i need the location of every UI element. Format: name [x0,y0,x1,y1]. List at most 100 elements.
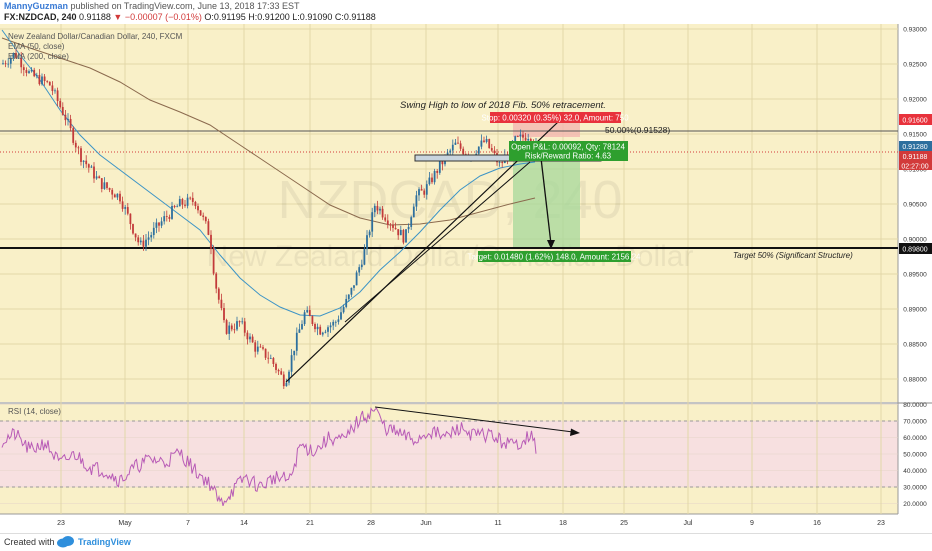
candle-body [176,206,179,208]
candle-body [272,358,275,364]
candle-body [100,178,103,189]
ema200-legend[interactable]: EMA (200, close) [8,52,69,61]
price-tick: 0.88500 [903,342,927,349]
candle-body [238,321,241,323]
trendline-secondary[interactable] [344,161,531,323]
candle-body [134,233,137,238]
target-badge [899,243,932,254]
candle-body [308,310,311,317]
candle-body [311,316,314,324]
candle-body [514,136,517,142]
candle-body [90,166,93,168]
publisher-line: MannyGuzman published on TradingView.com… [4,1,300,11]
candle-body [298,329,301,333]
candle-body [165,216,168,217]
candle-body [262,347,264,349]
symbol-label[interactable]: FX:NZDCAD, 240 [4,12,77,22]
candle-body [121,201,124,209]
candle-body [74,142,77,148]
pnl-box[interactable] [509,141,628,161]
tradingview-brand[interactable]: TradingView [78,537,131,547]
candle-body [462,148,465,155]
candle-body [394,227,397,230]
candle-body [126,207,129,214]
candle-body [191,197,194,202]
candle-body [379,208,381,211]
candle-body [217,288,220,300]
candle-body [69,118,72,129]
target-note[interactable]: Target 50% (Significant Structure) [733,251,853,260]
rsi-tick: 20.0000 [903,501,927,508]
price-pane[interactable] [0,24,898,402]
candle-body [402,229,405,243]
candle-body [368,231,371,236]
series-name[interactable]: New Zealand Dollar/Canadian Dollar, 240,… [8,32,183,41]
candle-body [342,306,345,313]
candle-body [277,369,280,372]
candle-body [51,85,54,92]
price-scale[interactable] [898,24,932,514]
candle-body [415,195,418,207]
candle-body [412,206,415,218]
candle-body [454,142,457,145]
candle-body [43,76,46,82]
time-tick: 9 [750,520,754,527]
candle-body [64,114,67,121]
candle-body [529,138,532,142]
stop-label-box[interactable] [490,112,621,123]
candle-body [392,224,394,228]
candle-body [178,199,181,207]
candle-body [20,57,23,68]
candle-body [158,222,160,226]
price-badge-a [899,141,932,151]
rsi-tick: 50.0000 [903,452,927,459]
candle-body [202,215,205,217]
chart-canvas[interactable]: NZDCAD, 240 New Zealand Dollar/Canadian … [0,0,932,533]
candle-body [77,147,80,149]
candle-body [67,118,69,121]
price-badge-b [899,151,932,161]
author-name[interactable]: MannyGuzman [4,1,69,11]
stop-badge [899,114,932,125]
created-with-text: Created with [4,537,55,547]
candle-body [256,346,259,352]
time-axis[interactable] [0,514,932,533]
candle-body [173,205,176,208]
candle-body [340,312,342,320]
candle-body [301,324,303,330]
candle-body [147,237,150,240]
candle-body [524,137,527,141]
candle-body [485,139,488,142]
candle-body [423,190,426,195]
rsi-legend[interactable]: RSI (14, close) [8,407,61,416]
price-tick: 0.90000 [903,237,927,244]
candle-body [251,336,254,343]
candle-body [4,63,7,65]
trendline-main[interactable] [285,121,559,383]
candle-body [519,134,522,137]
candle-body [189,197,192,199]
candle-body [181,199,184,205]
ema50-legend[interactable]: EMA (50, close) [8,42,65,51]
candle-body [436,170,439,173]
tradingview-cloud-icon[interactable] [56,535,76,550]
candle-body [207,221,210,235]
footer-bar: Created with TradingView [0,533,932,551]
candle-body [355,272,358,286]
candle-body [267,357,270,359]
candle-body [98,176,101,179]
price-tick: 0.89500 [903,272,927,279]
rsi-divergence-line[interactable] [374,406,574,433]
candle-body [186,197,189,206]
candle-body [319,326,322,335]
target-label-box[interactable] [478,251,631,262]
candle-body [363,249,366,265]
candle-body [405,229,407,243]
swing-note[interactable]: Swing High to low of 2018 Fib. 50% retra… [400,100,606,111]
candle-body [425,184,428,195]
candle-body [12,53,15,58]
candle-body [259,346,262,348]
price-tick: 0.89000 [903,307,927,314]
candle-body [82,160,85,162]
candle-body [384,217,387,221]
